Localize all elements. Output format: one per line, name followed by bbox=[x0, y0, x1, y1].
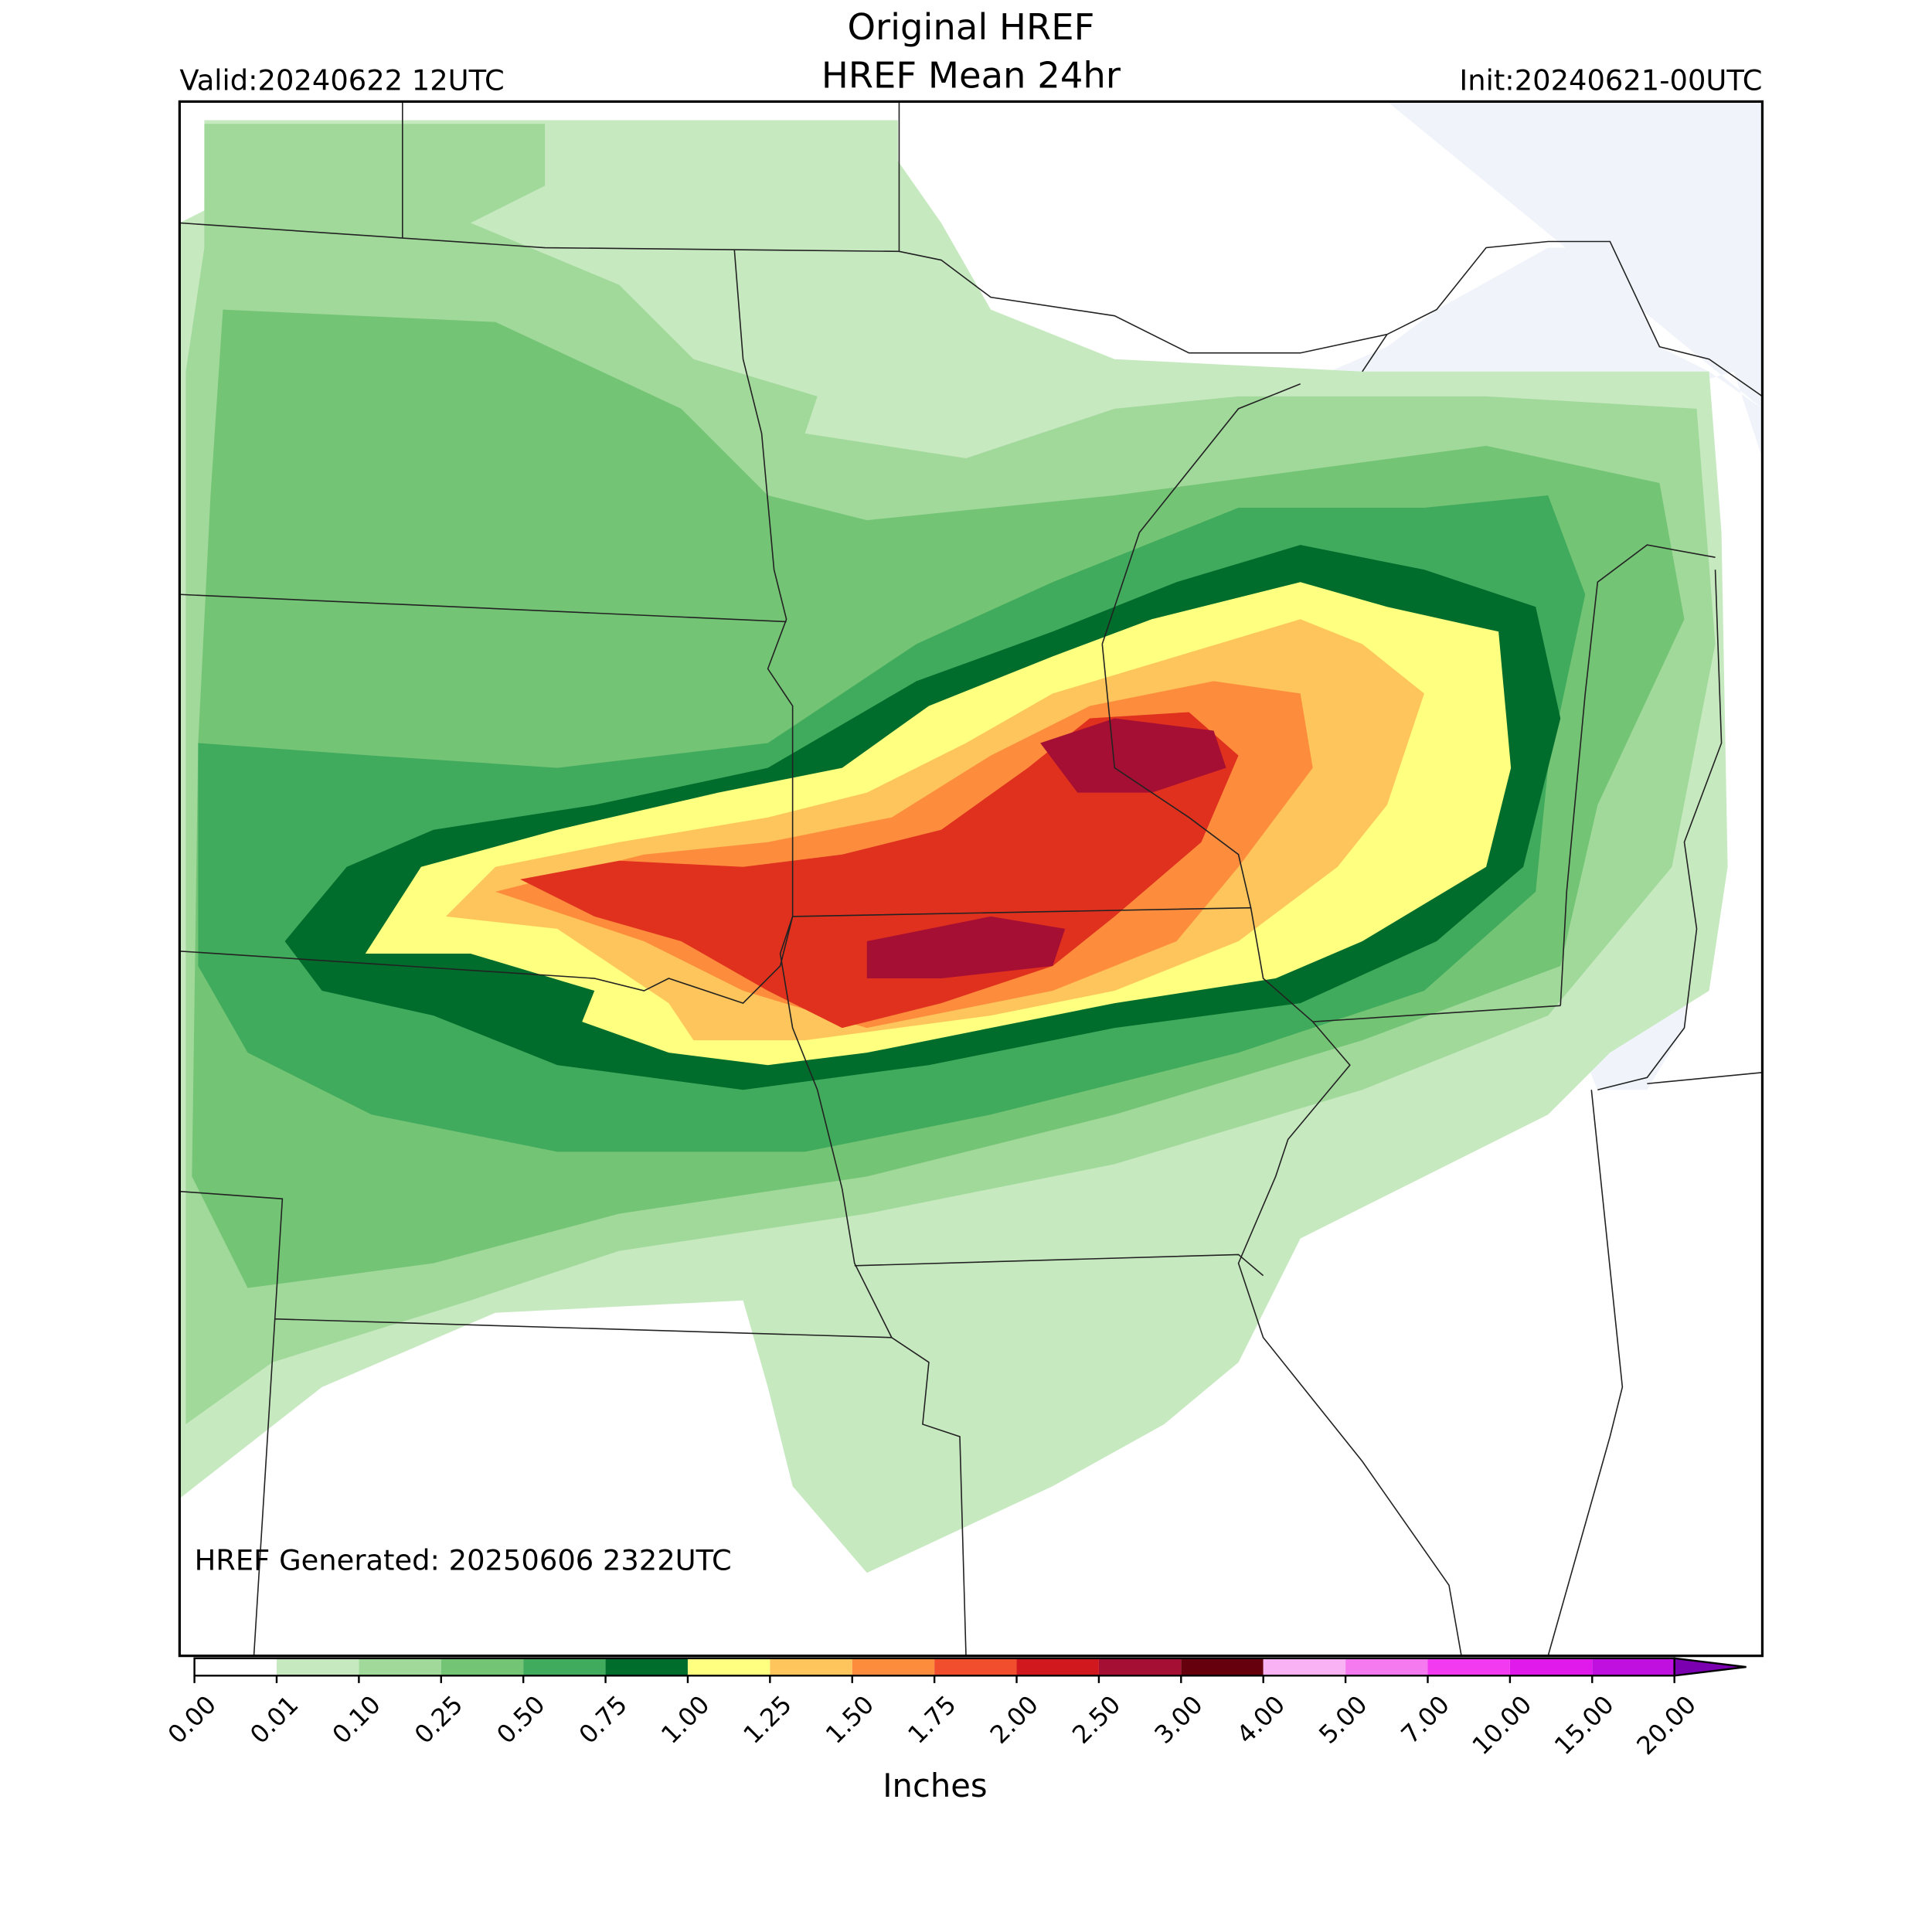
colorbar-segment bbox=[1592, 1658, 1675, 1676]
map-frame bbox=[178, 100, 1764, 1658]
init-time: Init:20240621-00UTC bbox=[1459, 63, 1762, 97]
state-line bbox=[179, 101, 900, 253]
precip-area bbox=[1040, 718, 1226, 793]
precip-area bbox=[520, 712, 1239, 1029]
colorbar-segment bbox=[523, 1658, 606, 1676]
colorbar-segment bbox=[1427, 1658, 1510, 1676]
colorbar-label: Inches bbox=[883, 1767, 987, 1804]
colorbar-segment bbox=[1181, 1658, 1264, 1676]
colorbar-segment bbox=[440, 1658, 524, 1676]
valid-time: Valid:20240622 12UTC bbox=[179, 63, 504, 97]
colorbar-segment bbox=[1016, 1658, 1099, 1676]
state-line bbox=[733, 250, 967, 1656]
colorbar-segment bbox=[1098, 1658, 1182, 1676]
colorbar-segment bbox=[1345, 1658, 1428, 1676]
colorbar-segment bbox=[1263, 1658, 1346, 1676]
colorbar-segment bbox=[770, 1658, 852, 1676]
precip-area bbox=[866, 916, 1066, 979]
title: Original HREF bbox=[847, 6, 1094, 48]
subtitle: HREF Mean 24hr bbox=[821, 54, 1121, 96]
colorbar-segment bbox=[359, 1658, 441, 1676]
colorbar-segment bbox=[934, 1658, 1017, 1676]
colorbar-segment bbox=[605, 1658, 688, 1676]
coastline bbox=[1362, 240, 1763, 1006]
generated-note: HREF Generated: 20250606 2322UTC bbox=[195, 1543, 732, 1577]
state-line bbox=[899, 250, 1462, 1656]
map bbox=[179, 101, 1763, 1656]
colorbar-segment bbox=[687, 1658, 770, 1676]
colorbar-segment bbox=[194, 1658, 277, 1676]
state-line bbox=[179, 594, 1561, 1022]
state-line bbox=[179, 570, 1763, 1656]
colorbar-segment bbox=[852, 1658, 935, 1676]
colorbar-segment bbox=[276, 1658, 359, 1676]
colorbar-segment bbox=[1509, 1658, 1593, 1676]
lake-superior bbox=[1300, 101, 1763, 458]
